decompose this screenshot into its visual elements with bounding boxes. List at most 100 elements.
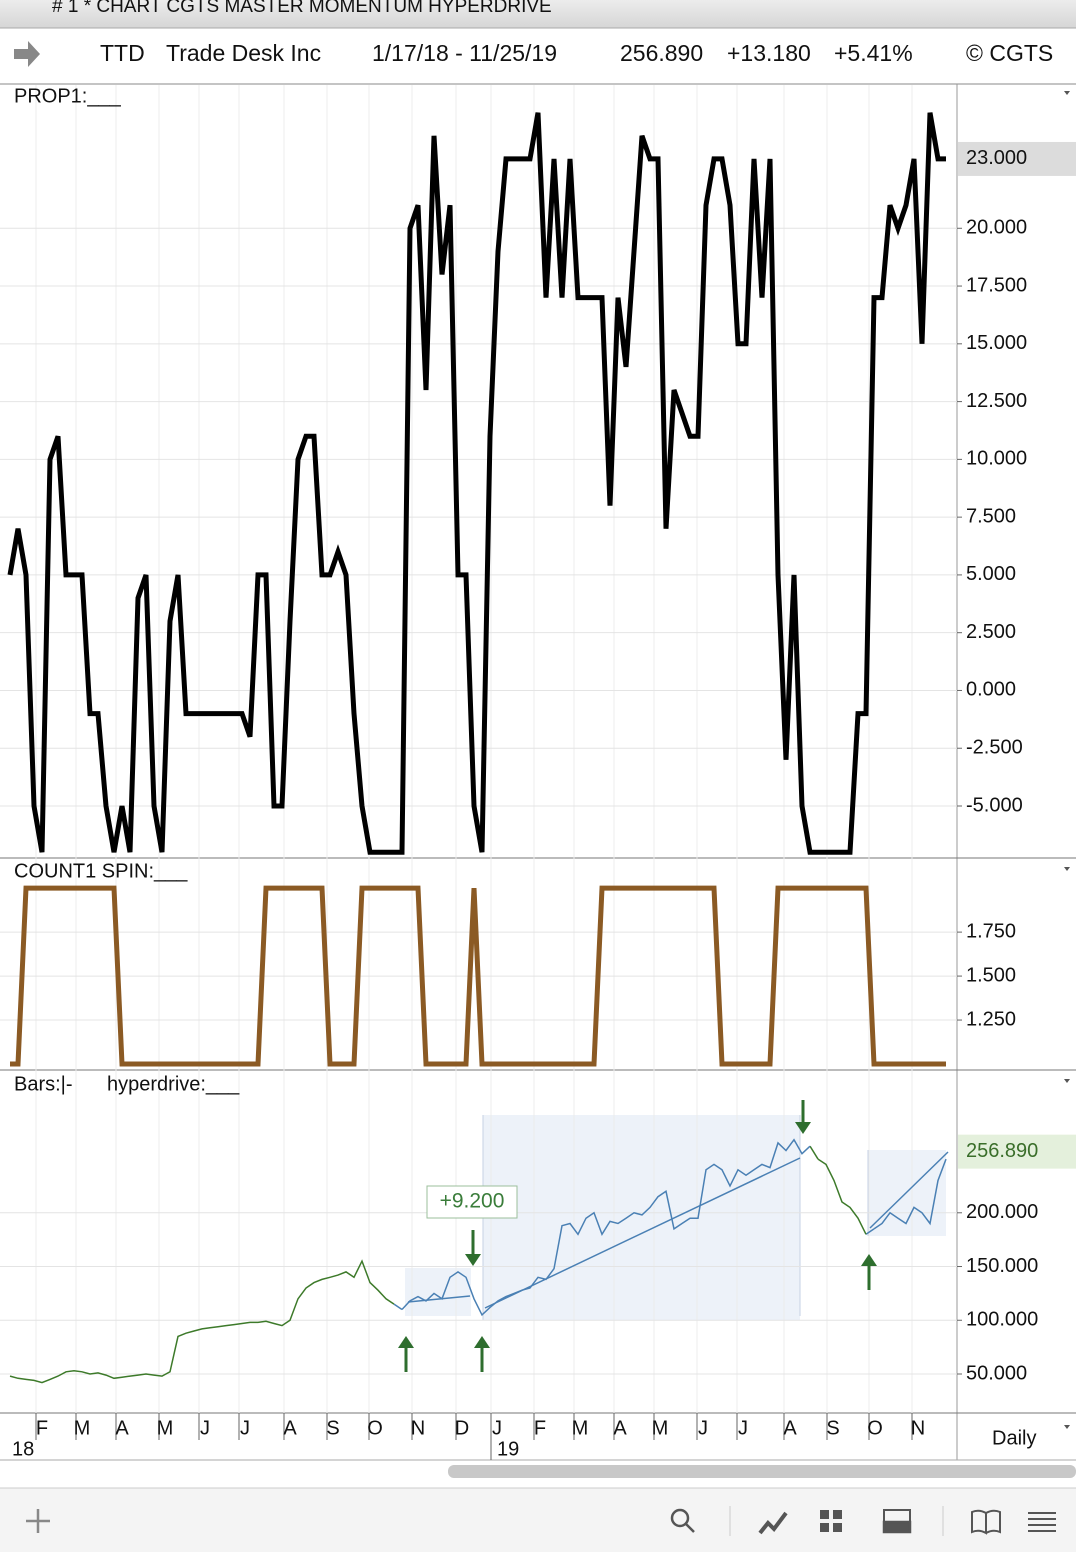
month-label: N [911, 1417, 925, 1439]
trend-line [869, 1151, 949, 1229]
annotation-box [426, 1185, 518, 1219]
month-label: F [36, 1417, 48, 1439]
scrollbar[interactable] [448, 1465, 1076, 1478]
y-tick-label: 15.000 [966, 332, 1027, 354]
month-label: S [326, 1417, 339, 1439]
menu-button[interactable] [1028, 1512, 1056, 1532]
month-label: M [652, 1417, 669, 1439]
chart-style-button[interactable] [758, 1511, 788, 1535]
y-tick-label: 20.000 [966, 217, 1027, 239]
panel-menus [1064, 91, 1070, 1429]
link-arrow[interactable] [14, 41, 40, 67]
month-label: J [240, 1417, 250, 1439]
y-tick-label: 200.000 [966, 1201, 1038, 1223]
overlays [407, 1151, 949, 1309]
y-tick-label: 1.750 [966, 920, 1016, 942]
panel-menu[interactable] [1064, 1425, 1070, 1429]
price: 256.890 [620, 40, 703, 66]
last-value-badge [958, 141, 1076, 176]
down-arrow [465, 1230, 481, 1266]
panel-menu[interactable] [1064, 91, 1070, 95]
series-line [401, 1138, 811, 1317]
date-range: 1/17/18 - 11/25/19 [372, 40, 557, 66]
panel-menu[interactable] [1064, 867, 1070, 871]
series-line [9, 1259, 395, 1384]
month-label: M [572, 1417, 589, 1439]
add-button[interactable] [26, 1509, 50, 1533]
series-line [7, 112, 946, 855]
annotation: +9.200 [440, 1190, 505, 1213]
panel-label: COUNT1 SPIN:___ [14, 860, 188, 882]
y-tick-label: 10.000 [966, 448, 1027, 470]
toolbar-icons [26, 1506, 1056, 1536]
month-label: F [534, 1417, 546, 1439]
y-tick-label: 0.000 [966, 679, 1016, 701]
copyright: © CGTS [966, 40, 1053, 66]
month-label: J [698, 1417, 708, 1439]
panel-menu[interactable] [1064, 1079, 1070, 1083]
month-label: A [613, 1417, 627, 1439]
series-line [873, 1158, 947, 1230]
panel-button[interactable] [882, 1509, 912, 1534]
y-tick-label: 50.000 [966, 1362, 1027, 1384]
layout-button[interactable] [820, 1510, 842, 1532]
month-label: J [492, 1417, 502, 1439]
panel-label: Bars:|- [14, 1073, 73, 1095]
last-value-badge [958, 1134, 1076, 1169]
connector [865, 1228, 875, 1235]
arrows [398, 1100, 877, 1372]
connector [393, 1303, 403, 1311]
month-label: M [74, 1417, 91, 1439]
month-label: A [283, 1417, 297, 1439]
search-button[interactable] [670, 1508, 695, 1533]
region [405, 1268, 471, 1316]
last-value-label: 256.890 [966, 1140, 1038, 1162]
y-tick-label: 7.500 [966, 505, 1016, 527]
up-arrow [861, 1254, 877, 1290]
book-button[interactable] [971, 1509, 1001, 1535]
hyperdrive-regions [405, 1115, 946, 1320]
month-label: A [783, 1417, 797, 1439]
window-title: # 1 * CHART CGTS MASTER MOMENTUM HYPERDR… [52, 0, 552, 17]
up-arrow [398, 1336, 414, 1372]
down-arrow [795, 1100, 811, 1134]
y-tick-label: 100.000 [966, 1309, 1038, 1331]
month-label: J [738, 1417, 748, 1439]
trend-line [484, 1157, 801, 1309]
symbol: TTD [100, 40, 145, 66]
year-label: 19 [497, 1438, 519, 1460]
title-bar [0, 0, 1076, 28]
y-tick-label: 12.500 [966, 390, 1027, 412]
change: +13.180 [727, 40, 811, 66]
y-tick-label: -2.500 [966, 737, 1023, 759]
y-tick-label: 150.000 [966, 1255, 1038, 1277]
y-tick-label: 1.250 [966, 1008, 1016, 1030]
panel-label: hyperdrive:___ [107, 1073, 240, 1095]
region [483, 1115, 800, 1320]
company-name: Trade Desk Inc [166, 40, 321, 66]
last-value-label: 23.000 [966, 147, 1027, 169]
connector [809, 1145, 819, 1160]
series-line [817, 1158, 867, 1235]
up-arrow [474, 1336, 490, 1372]
toolbar [0, 1488, 1076, 1552]
change-pct: +5.41% [834, 40, 913, 66]
y-tick-label: 17.500 [966, 274, 1027, 296]
trend-line [407, 1295, 471, 1303]
interval[interactable]: Daily [992, 1427, 1036, 1449]
plots: F M A M J J A S O N D J F M A M J J A S O N 18 19 -5.000 -2.500 0.… [0, 85, 1076, 1460]
month-label: O [867, 1417, 883, 1439]
panel-label: PROP1:___ [14, 85, 122, 107]
y-tick-label: -5.000 [966, 794, 1023, 816]
year-label: 18 [12, 1438, 34, 1460]
month-label: M [157, 1417, 174, 1439]
y-tick-label: 2.500 [966, 621, 1016, 643]
month-label: O [367, 1417, 383, 1439]
month-label: D [455, 1417, 469, 1439]
series-line [10, 885, 946, 1067]
y-tick-label: 5.000 [966, 563, 1016, 585]
month-label: N [411, 1417, 425, 1439]
y-tick-label: 1.500 [966, 964, 1016, 986]
